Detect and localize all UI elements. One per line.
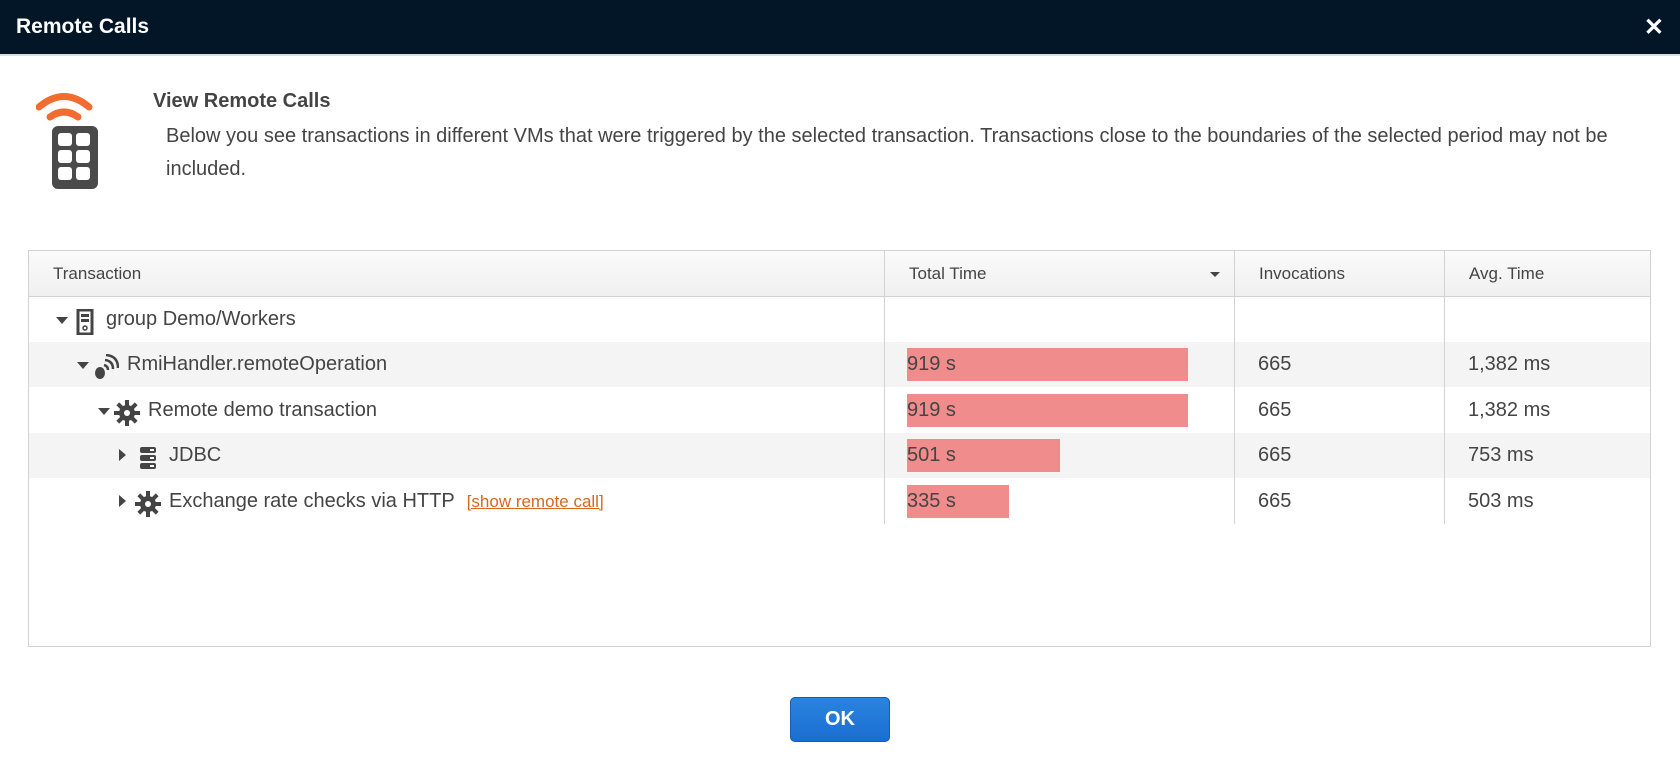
column-transaction[interactable]: Transaction — [53, 264, 142, 283]
table-row[interactable]: group Demo/Workers — [29, 297, 1650, 342]
invocations-value: 665 — [1258, 399, 1292, 421]
dialog-heading: View Remote Calls — [153, 90, 331, 112]
remote-control-icon — [36, 93, 98, 189]
table-header: Transaction Total Time Invocations Avg. … — [29, 251, 1650, 297]
expand-arrow-icon[interactable] — [119, 449, 126, 461]
invocations-value: 665 — [1258, 353, 1292, 375]
collapse-arrow-icon[interactable] — [56, 317, 68, 324]
table-row[interactable]: JDBC 501 s 665 753 ms — [29, 433, 1650, 478]
total-time-bar — [907, 439, 1061, 472]
column-total-time[interactable]: Total Time — [884, 251, 1234, 297]
table-row[interactable]: Remote demo transaction 919 s 665 1,382 ms — [29, 388, 1650, 433]
invocations-value: 665 — [1258, 490, 1292, 512]
transaction-label: group Demo/Workers — [106, 308, 296, 330]
window-title: Remote Calls — [16, 15, 150, 38]
table-row[interactable]: Exchange rate checks via HTTP [show remot… — [29, 479, 1650, 524]
total-time-value: 919 s — [907, 353, 956, 375]
avg-time-value: 1,382 ms — [1468, 353, 1551, 375]
server-group-icon — [72, 307, 98, 336]
total-time-cell: 919 s — [884, 342, 1234, 387]
collapse-arrow-icon[interactable] — [98, 408, 110, 415]
column-invocations[interactable]: Invocations — [1234, 251, 1444, 297]
remote-call-icon — [93, 352, 120, 379]
invocations-value: 665 — [1258, 444, 1292, 466]
remote-calls-table: Transaction Total Time Invocations Avg. … — [28, 250, 1651, 647]
dialog-description: Below you see transactions in different … — [166, 125, 1608, 180]
avg-time-value: 753 ms — [1468, 444, 1534, 466]
gear-icon — [114, 398, 140, 426]
transaction-label: JDBC — [169, 444, 222, 466]
column-divider — [1444, 297, 1445, 524]
total-time-cell: 501 s — [884, 433, 1234, 478]
gear-icon — [135, 489, 161, 517]
column-divider — [1234, 297, 1235, 524]
table-row[interactable]: RmiHandler.remoteOperation 919 s 665 1,382 … — [29, 342, 1650, 387]
total-time-bar — [907, 485, 1010, 518]
transaction-label: Exchange rate checks via HTTP — [169, 490, 455, 512]
total-time-cell: 335 s — [884, 479, 1234, 524]
sort-descending-icon — [1210, 272, 1220, 277]
total-time-cell: 919 s — [884, 388, 1234, 433]
show-remote-call-link[interactable]: [show remote call] — [466, 492, 604, 511]
total-time-bar — [907, 394, 1188, 427]
total-time-bar — [907, 348, 1188, 381]
transaction-label: Remote demo transaction — [148, 399, 378, 421]
transaction-label: RmiHandler.remoteOperation — [127, 353, 388, 375]
total-time-value: 919 s — [907, 399, 956, 421]
column-divider — [884, 297, 885, 524]
total-time-value: 335 s — [907, 490, 956, 512]
ok-button[interactable]: OK — [790, 697, 890, 742]
title-bar: Remote Calls ✕ — [0, 0, 1680, 56]
close-icon[interactable]: ✕ — [1643, 14, 1664, 41]
total-time-value: 501 s — [907, 444, 956, 466]
avg-time-value: 503 ms — [1468, 490, 1534, 512]
collapse-arrow-icon[interactable] — [77, 362, 89, 369]
expand-arrow-icon[interactable] — [119, 495, 126, 507]
avg-time-value: 1,382 ms — [1468, 399, 1551, 421]
database-icon — [135, 443, 161, 469]
column-avg-time[interactable]: Avg. Time — [1444, 251, 1652, 297]
